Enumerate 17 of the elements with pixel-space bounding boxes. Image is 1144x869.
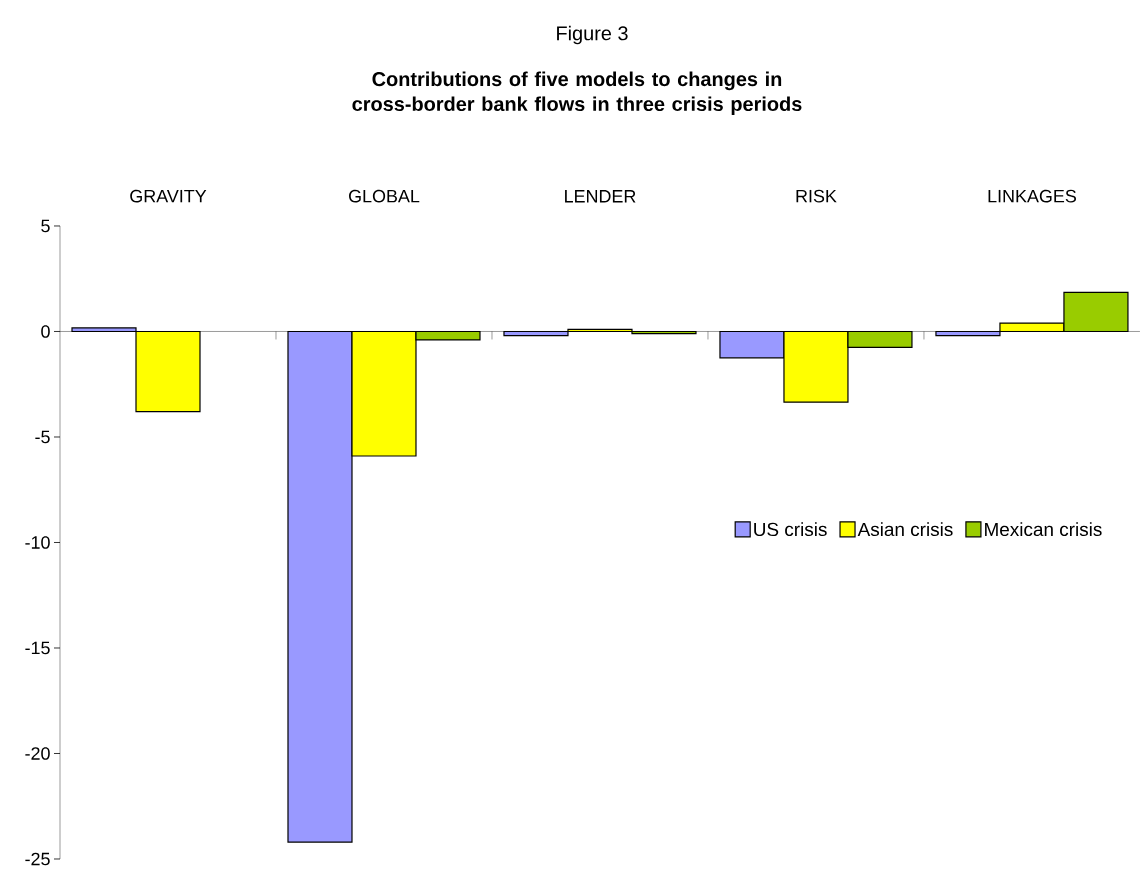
x-tick-label: RISK: [796, 189, 837, 203]
x-tick-label: GRAVITY: [130, 189, 207, 203]
legend-label: US crisis: [754, 522, 827, 537]
x-tick-label: GLOBAL: [349, 189, 420, 203]
y-tick-label: -10: [25, 536, 50, 549]
legend-label: Mexican crisis: [985, 522, 1102, 537]
chart-title: Figure 3: [557, 25, 628, 45]
x-tick-label: LENDER: [565, 190, 636, 203]
y-tick-label: 5: [41, 219, 50, 233]
y-tick-label: -20: [25, 747, 50, 760]
y-tick-label: 0: [41, 325, 50, 338]
y-tick-label: -5: [35, 430, 50, 444]
chart-subtitle: Contributions of five models to changes in cross-border bank flows in three crisis periods: [352, 71, 802, 116]
y-tick-label: -25: [25, 852, 50, 866]
legend-label: Asian crisis: [857, 522, 953, 537]
x-tick-label: LINKAGES: [988, 189, 1076, 203]
y-tick-label: -15: [25, 641, 50, 655]
